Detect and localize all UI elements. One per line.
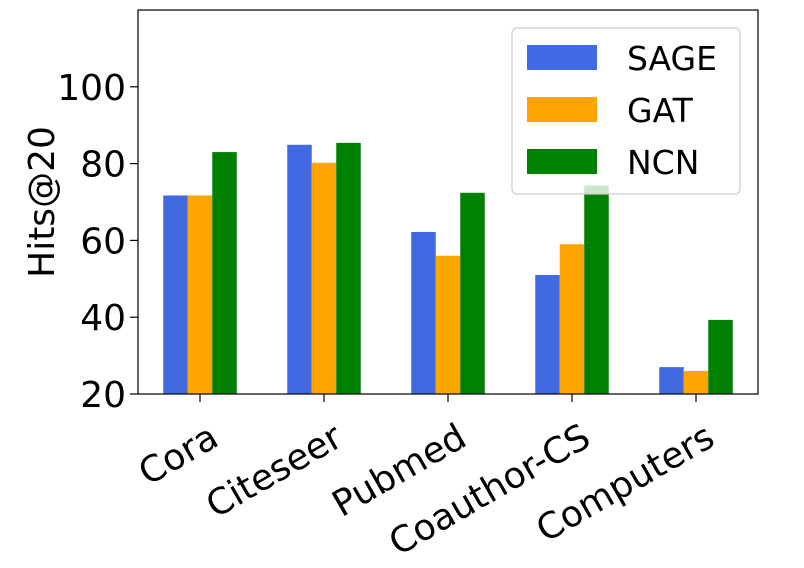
- y-tick-label-60: 60: [80, 221, 126, 262]
- bar-ncn-cora: [212, 152, 237, 394]
- bars-layer: [163, 142, 733, 394]
- bar-ncn-computers: [708, 319, 733, 394]
- y-tick-label-100: 100: [57, 68, 126, 109]
- bar-sage-citeseer: [287, 144, 312, 394]
- x-tick-label-citeseer: Citeseer: [200, 416, 350, 526]
- y-axis-label: Hits@20: [22, 126, 63, 278]
- legend-swatch-gat: [527, 97, 597, 122]
- bar-ncn-coauthor-cs: [584, 185, 609, 394]
- y-axis: 20 40 60 80 100: [57, 68, 138, 416]
- y-tick-label-40: 40: [80, 298, 126, 339]
- bar-gat-computers: [683, 370, 709, 394]
- legend: SAGE GAT NCN: [511, 27, 741, 195]
- legend-swatch-sage: [527, 45, 597, 70]
- legend-label-sage: SAGE: [627, 39, 717, 78]
- legend-swatch-ncn: [527, 149, 597, 174]
- x-tick-label-cora: Cora: [132, 416, 225, 494]
- bar-gat-pubmed: [435, 255, 461, 394]
- bar-ncn-citeseer: [336, 142, 361, 394]
- legend-label-ncn: NCN: [627, 143, 699, 182]
- bar-sage-cora: [163, 195, 188, 394]
- y-tick-label-80: 80: [80, 145, 126, 186]
- bar-gat-cora: [187, 195, 213, 394]
- bar-gat-coauthor-cs: [559, 244, 585, 394]
- legend-label-gat: GAT: [627, 91, 694, 130]
- y-tick-label-20: 20: [80, 375, 126, 416]
- bar-ncn-pubmed: [460, 192, 485, 394]
- bar-sage-computers: [659, 367, 684, 394]
- bar-gat-citeseer: [311, 162, 337, 394]
- bar-sage-coauthor-cs: [535, 274, 560, 394]
- bar-sage-pubmed: [411, 231, 436, 394]
